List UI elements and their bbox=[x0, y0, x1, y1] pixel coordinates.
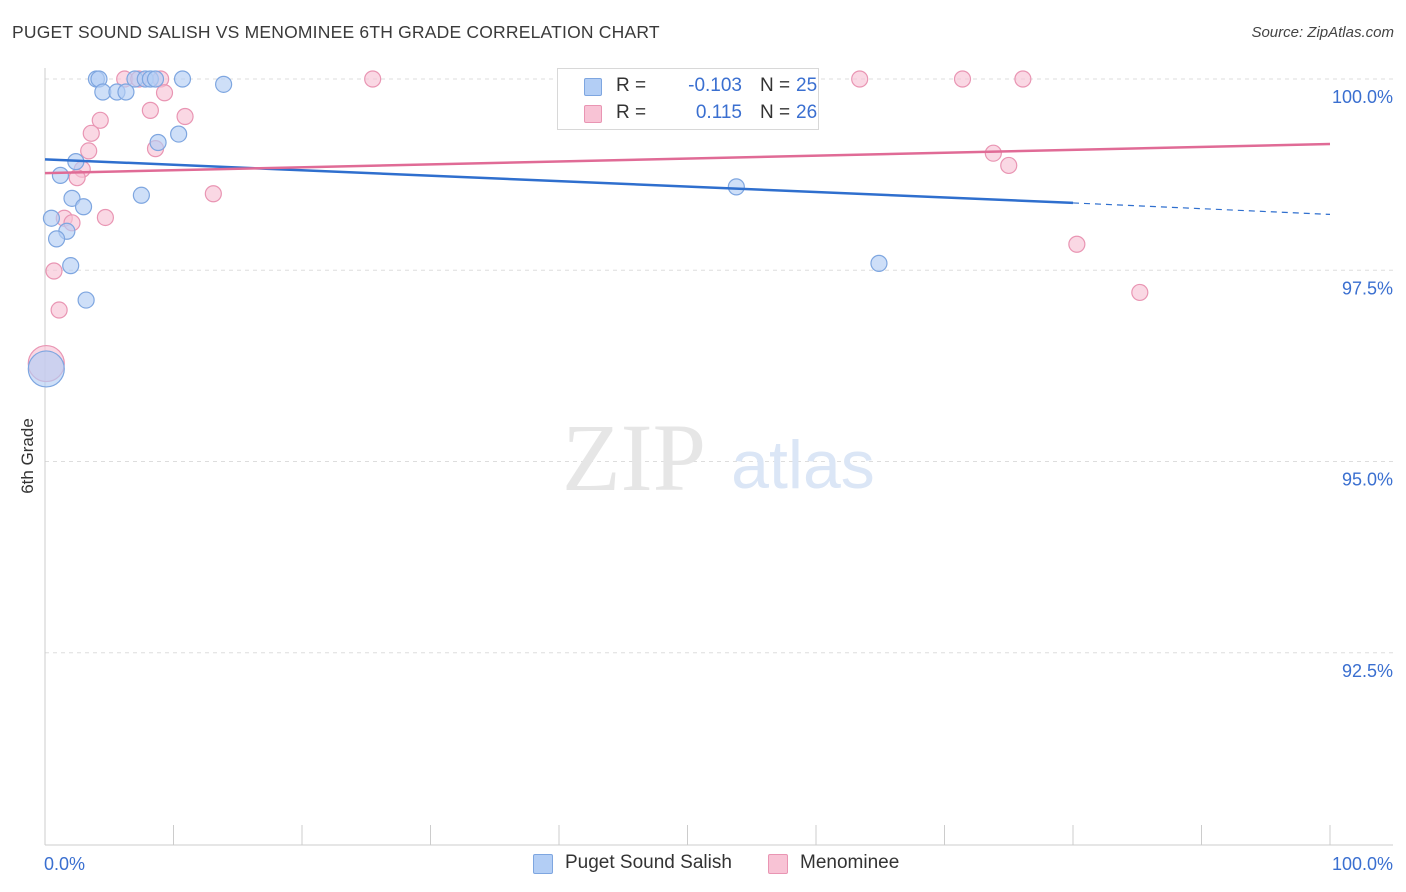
salish-point bbox=[47, 230, 66, 248]
pink-swatch bbox=[768, 854, 788, 874]
n-label: N = bbox=[760, 75, 791, 96]
salish-point bbox=[62, 257, 80, 275]
source-label: Source: ZipAtlas.com bbox=[1251, 24, 1394, 41]
x-tick-label-max: 100.0% bbox=[1332, 854, 1393, 874]
menominee-point bbox=[1068, 235, 1086, 253]
menominee-point bbox=[80, 142, 98, 160]
r-value: -0.103 bbox=[688, 75, 742, 96]
menominee-trend-line bbox=[44, 142, 1331, 175]
salish-point bbox=[146, 70, 165, 88]
chart-title: PUGET SOUND SALISH VS MENOMINEE 6TH GRAD… bbox=[12, 22, 660, 42]
salish-point bbox=[870, 254, 888, 272]
puget-sound-salish-points bbox=[27, 70, 888, 388]
menominee-point bbox=[1014, 70, 1032, 88]
salish-point bbox=[74, 198, 93, 216]
y-tick-labels: 100.0% 97.5% 95.0% 92.5% bbox=[1332, 87, 1393, 681]
y-tick-label: 100.0% bbox=[1332, 87, 1393, 107]
n-label: N = bbox=[760, 102, 791, 123]
legend-label: Menominee bbox=[800, 852, 900, 873]
menominee-point bbox=[953, 70, 972, 88]
menominee-point bbox=[91, 111, 109, 129]
puget-sound-salish-trend-extension bbox=[1072, 202, 1331, 216]
x-tick-label-min: 0.0% bbox=[44, 854, 85, 874]
salish-point bbox=[727, 178, 745, 196]
menominee-point bbox=[984, 144, 1002, 162]
salish-point bbox=[149, 133, 167, 152]
y-tick-label: 92.5% bbox=[1342, 661, 1393, 681]
menominee-point bbox=[1131, 283, 1149, 302]
stats-legend: R = -0.103 N = 25 R = 0.115 N = 26 bbox=[557, 68, 819, 130]
n-value: 25 bbox=[796, 75, 818, 96]
menominee-point bbox=[204, 185, 222, 203]
salish-point bbox=[63, 189, 81, 207]
salish-point bbox=[77, 291, 95, 309]
y-tick-label: 95.0% bbox=[1342, 470, 1393, 490]
menominee-point bbox=[96, 208, 114, 227]
salish-point bbox=[132, 186, 150, 204]
salish-point bbox=[170, 125, 188, 143]
menominee-point bbox=[851, 70, 869, 88]
legend-label: Puget Sound Salish bbox=[565, 852, 732, 873]
menominee-point bbox=[141, 101, 159, 119]
salish-point bbox=[173, 70, 192, 88]
n-value: 26 bbox=[796, 102, 818, 123]
blue-swatch bbox=[584, 78, 602, 96]
watermark-atlas: atlas bbox=[731, 427, 875, 503]
watermark-zip: ZIP bbox=[562, 404, 706, 511]
y-tick-label: 97.5% bbox=[1342, 278, 1393, 298]
menominee-point bbox=[82, 124, 100, 142]
salish-point bbox=[27, 350, 65, 388]
blue-swatch bbox=[533, 854, 553, 874]
salish-point bbox=[51, 166, 70, 184]
menominee-point bbox=[176, 107, 194, 126]
r-label: R = bbox=[616, 102, 647, 123]
menominee-point bbox=[1000, 156, 1018, 175]
pink-swatch bbox=[584, 105, 602, 123]
menominee-point bbox=[364, 70, 382, 88]
menominee-point bbox=[155, 84, 174, 102]
r-value: 0.115 bbox=[695, 102, 742, 123]
trend-lines bbox=[44, 142, 1331, 216]
gridlines bbox=[45, 78, 1393, 654]
menominee-point bbox=[45, 262, 63, 280]
salish-point bbox=[117, 83, 135, 101]
salish-point bbox=[215, 75, 233, 93]
menominee-point bbox=[50, 301, 68, 319]
r-label: R = bbox=[616, 75, 647, 96]
axes bbox=[44, 68, 1393, 846]
puget-sound-salish-trend-line bbox=[44, 158, 1074, 205]
salish-point bbox=[42, 209, 61, 227]
